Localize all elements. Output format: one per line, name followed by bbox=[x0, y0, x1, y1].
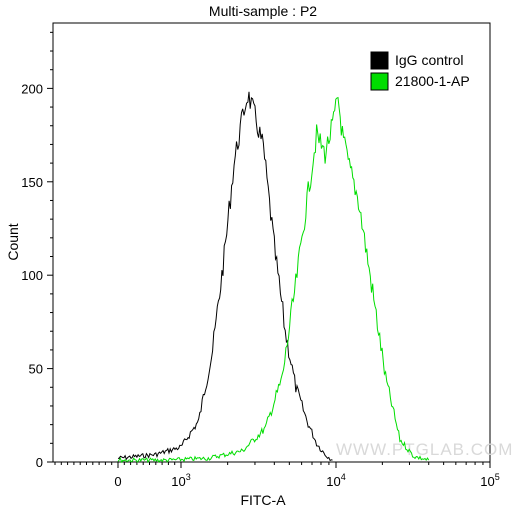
y-tick-label: 100 bbox=[21, 268, 43, 283]
y-tick-label: 200 bbox=[21, 81, 43, 96]
chart-title: Multi-sample : P2 bbox=[209, 3, 317, 19]
x-tick-label: 0 bbox=[114, 474, 121, 489]
x-tick-label: 104 bbox=[326, 472, 345, 489]
y-axis: 0 50 100 150 200 bbox=[21, 31, 53, 470]
legend-swatch-igg-control bbox=[370, 51, 389, 70]
x-axis: 0 103 104 105 bbox=[54, 462, 500, 489]
y-tick-label: 0 bbox=[36, 455, 43, 470]
legend-label-igg-control: IgG control bbox=[395, 52, 463, 68]
legend-label-21800-1-ap: 21800-1-AP bbox=[395, 73, 470, 89]
series-layer bbox=[117, 91, 430, 464]
legend-swatch-21800-1-ap bbox=[370, 72, 389, 91]
series-line-igg-control bbox=[117, 91, 333, 462]
series-line-21800-1-ap bbox=[117, 96, 430, 464]
legend: IgG control 21800-1-AP bbox=[370, 51, 470, 91]
x-tick-label: 105 bbox=[480, 472, 499, 489]
y-tick-label: 50 bbox=[29, 362, 43, 377]
x-tick-label: 103 bbox=[171, 472, 190, 489]
watermark: WWW.PTGLAB.COM bbox=[336, 440, 512, 459]
y-tick-label: 150 bbox=[21, 175, 43, 190]
plot-frame bbox=[52, 22, 491, 463]
y-axis-label: Count bbox=[5, 223, 21, 260]
x-axis-label: FITC-A bbox=[240, 492, 286, 508]
